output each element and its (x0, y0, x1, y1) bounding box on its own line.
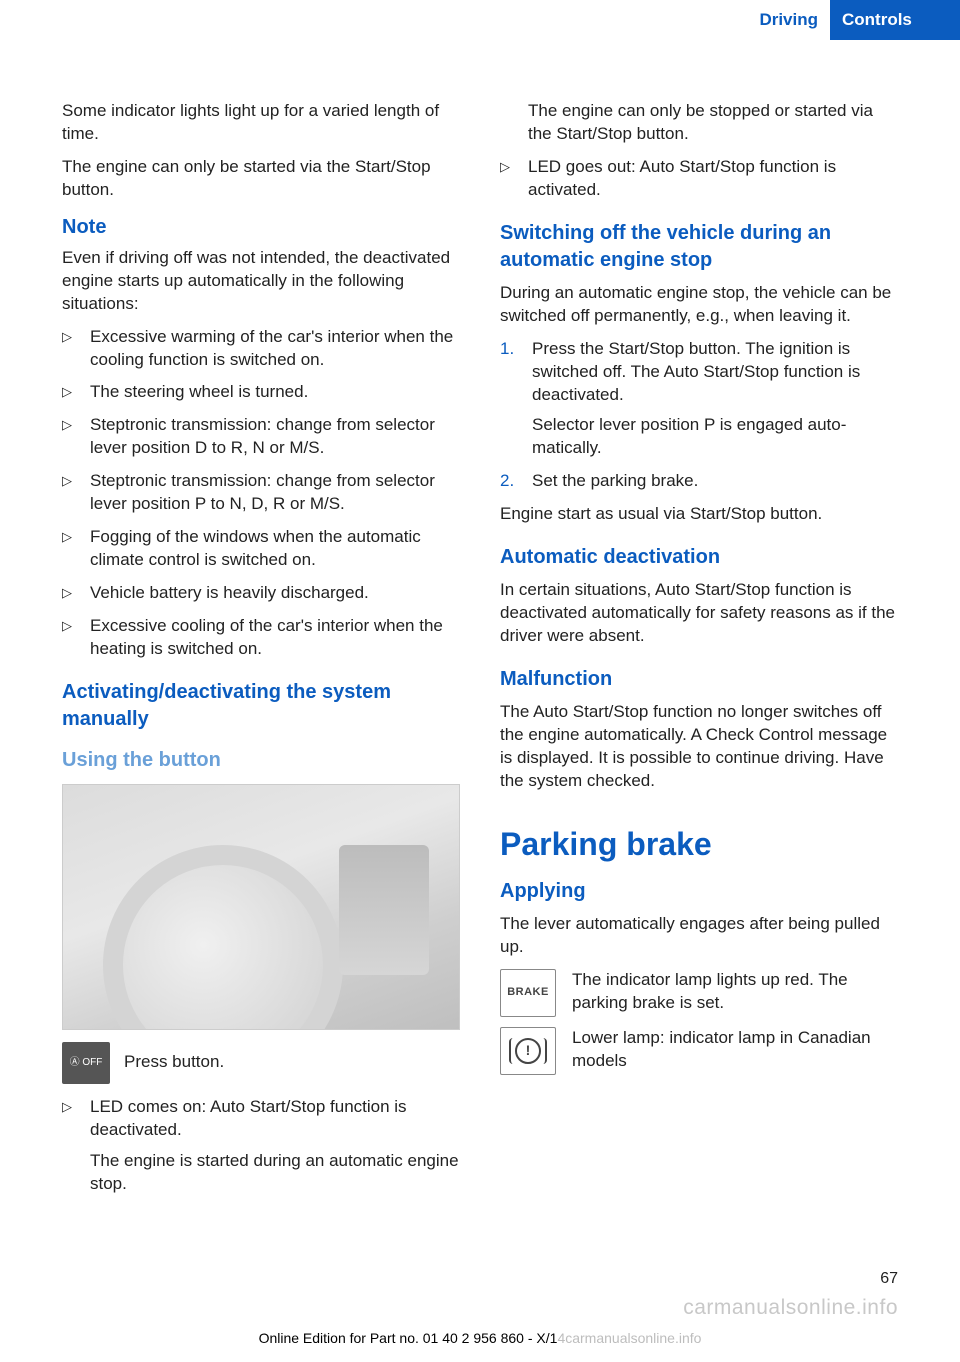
bullet-icon: ▷ (62, 414, 78, 460)
led-list: ▷ LED comes on: Auto Start/Stop function… (62, 1096, 460, 1196)
list-item-text: Steptronic transmission: change from se­… (90, 414, 460, 460)
list-item: ▷ Steptronic transmission: change from se… (62, 414, 460, 460)
note-heading: Note (62, 214, 460, 241)
canadian-brake-icon: ! (500, 1027, 556, 1075)
list-item: ▷ Fogging of the windows when the auto­ma… (62, 526, 460, 572)
list-item-text: LED comes on: Auto Start/Stop function i… (90, 1096, 460, 1196)
bullet-icon: ▷ (62, 381, 78, 404)
note-intro: Even if driving off was not intended, th… (62, 247, 460, 316)
canadian-indicator-row: ! Lower lamp: indicator lamp in Canadian… (500, 1027, 898, 1075)
auto-deactivation-text: In certain situations, Auto Start/Stop f… (500, 579, 898, 648)
step-main: Press the Start/Stop button. The ignitio… (532, 339, 860, 404)
brake-icon: BRAKE (500, 969, 556, 1017)
led-lead: LED comes on: Auto Start/Stop function i… (90, 1097, 407, 1139)
list-item-text: Excessive warming of the car's interior … (90, 326, 460, 372)
list-item: ▷ Excessive cooling of the car's interior… (62, 615, 460, 661)
step-number: 1. (500, 338, 520, 461)
applying-text: The lever automatically engages after be… (500, 913, 898, 959)
list-item: ▷ LED comes on: Auto Start/Stop function… (62, 1096, 460, 1196)
list-item-text: LED goes out: Auto Start/Stop function i… (528, 156, 898, 202)
activating-heading: Activating/deactivating the system manua… (62, 679, 460, 733)
auto-deactivation-heading: Automatic deactivation (500, 544, 898, 571)
switch-steps: 1. Press the Start/Stop button. The igni… (500, 338, 898, 494)
intro-para-2: The engine can only be started via the S… (62, 156, 460, 202)
list-item-text: Fogging of the windows when the auto­mat… (90, 526, 460, 572)
part-number-line: Online Edition for Part no. 01 40 2 956 … (0, 1329, 960, 1348)
list-item: ▷ Steptronic transmission: change from se… (62, 470, 460, 516)
applying-heading: Applying (500, 878, 898, 905)
bullet-icon: ▷ (62, 526, 78, 572)
exclamation-circle-icon: ! (515, 1038, 541, 1064)
malfunction-heading: Malfunction (500, 666, 898, 693)
dashboard-illustration (62, 784, 460, 1030)
switching-off-intro: During an automatic engine stop, the veh… (500, 282, 898, 328)
bullet-icon: ▷ (62, 582, 78, 605)
step-item: 2. Set the parking brake. (500, 470, 898, 493)
led-sub: The engine is started during an automati… (90, 1151, 459, 1193)
header-section: Driving (690, 0, 830, 40)
right-column: ▷ The engine can only be stopped or star… (500, 100, 898, 1206)
press-button-text: Press button. (124, 1051, 224, 1074)
page-footer: 67 carmanualsonline.info (0, 1268, 960, 1322)
bullet-icon: ▷ (62, 615, 78, 661)
led-list-cont: ▷ The engine can only be stopped or star… (500, 100, 898, 202)
step-item: 1. Press the Start/Stop button. The igni… (500, 338, 898, 461)
a-off-icon: Ⓐ OFF (62, 1042, 110, 1084)
left-column: Some indicator lights light up for a var… (62, 100, 460, 1206)
brake-indicator-row: BRAKE The indicator lamp lights up red. … (500, 969, 898, 1017)
switching-off-heading: Switching off the vehicle during an auto… (500, 220, 898, 274)
step-number: 2. (500, 470, 520, 493)
bullet-icon: ▷ (500, 156, 516, 202)
brake-indicator-text: The indicator lamp lights up red. The pa… (572, 969, 898, 1015)
bullet-icon: ▷ (62, 326, 78, 372)
parking-brake-heading: Parking brake (500, 823, 898, 866)
intro-para-1: Some indicator lights light up for a var… (62, 100, 460, 146)
note-list: ▷ Excessive warming of the car's interior… (62, 326, 460, 661)
bullet-icon: ▷ (62, 470, 78, 516)
step-text: Set the parking brake. (532, 470, 898, 493)
list-item-text: The steering wheel is turned. (90, 381, 460, 404)
list-item-text: Excessive cooling of the car's interior … (90, 615, 460, 661)
malfunction-text: The Auto Start/Stop function no longer s… (500, 701, 898, 793)
list-item: ▷ The steering wheel is turned. (62, 381, 460, 404)
bullet-icon: ▷ (62, 1096, 78, 1196)
switch-off-after: Engine start as usual via Start/Stop but… (500, 503, 898, 526)
canadian-indicator-text: Lower lamp: indicator lamp in Canadian m… (572, 1027, 898, 1073)
list-item: ▷ Vehicle battery is heavily discharged. (62, 582, 460, 605)
watermark: carmanualsonline.info (62, 1294, 898, 1322)
press-button-row: Ⓐ OFF Press button. (62, 1042, 460, 1084)
content-area: Some indicator lights light up for a var… (0, 40, 960, 1206)
list-item: ▷ LED goes out: Auto Start/Stop function… (500, 156, 898, 202)
list-item-cont: ▷ The engine can only be stopped or star… (500, 100, 898, 146)
header-chapter: Controls (830, 0, 960, 40)
step-sub: Selector lever position P is engaged aut… (532, 415, 846, 457)
page-number: 67 (62, 1268, 898, 1290)
list-item: ▷ Excessive warming of the car's interior… (62, 326, 460, 372)
led-cont-sub: The engine can only be stopped or starte… (528, 100, 898, 146)
list-item-text: Vehicle battery is heavily discharged. (90, 582, 460, 605)
step-text: Press the Start/Stop button. The ignitio… (532, 338, 898, 461)
part-no-grey: 4carmanualsonline.info (557, 1330, 701, 1346)
using-button-heading: Using the button (62, 747, 460, 774)
page-header: Driving Controls (0, 0, 960, 40)
part-no-black: Online Edition for Part no. 01 40 2 956 … (259, 1330, 558, 1346)
list-item-text: Steptronic transmission: change from se­… (90, 470, 460, 516)
